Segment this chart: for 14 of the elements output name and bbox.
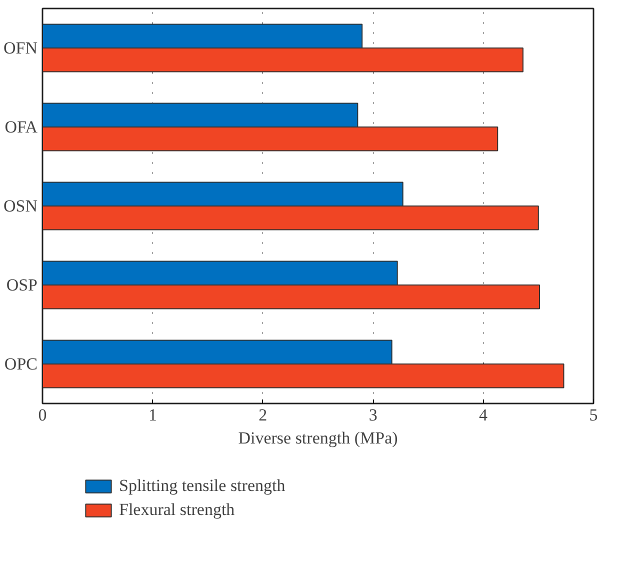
x-tick-label: 3	[368, 406, 378, 424]
x-tick-label: 0	[38, 406, 47, 424]
y-tick-label: OSP	[6, 276, 38, 294]
y-tick-label: OFN	[3, 38, 38, 58]
x-tick-label: 1	[148, 406, 157, 424]
legend-label: Splitting tensile strength	[119, 476, 286, 496]
x-tick-label: 2	[258, 406, 268, 424]
x-axis-title: Diverse strength (MPa)	[238, 428, 398, 448]
y-tick-label: OFA	[4, 118, 38, 136]
y-tick-label: OSN	[3, 196, 38, 216]
x-tick-label: 4	[479, 406, 488, 424]
legend-label: Flexural strength	[119, 500, 235, 520]
y-tick-label: OPC	[4, 354, 38, 374]
x-tick-label: 5	[589, 406, 598, 424]
